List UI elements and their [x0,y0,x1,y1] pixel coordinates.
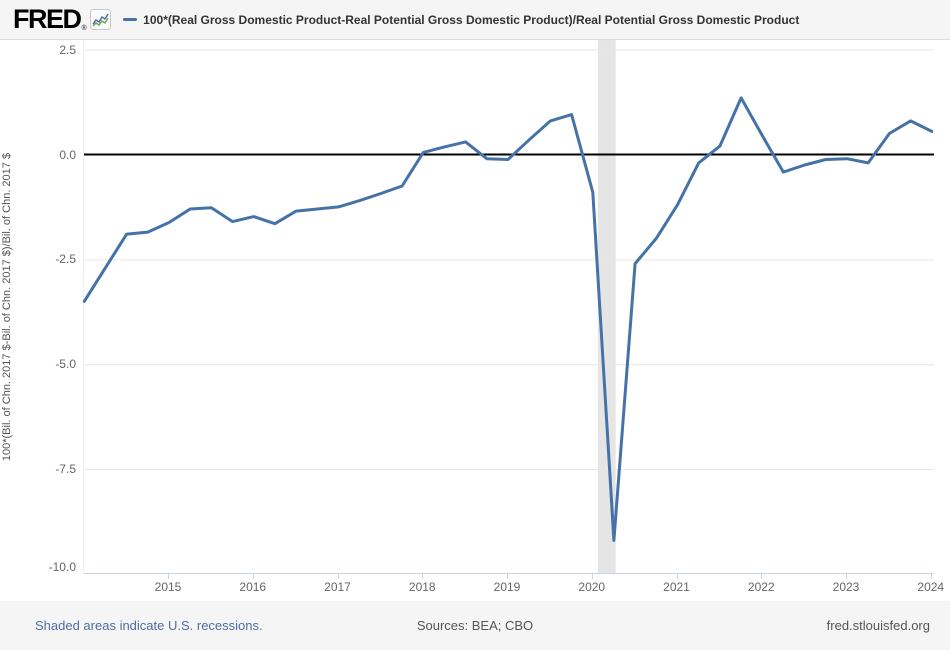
legend: 100*(Real Gross Domestic Product-Real Po… [123,13,799,27]
fred-url-text: fred.stlouisfed.org [826,618,930,633]
x-tick-mark [168,574,169,579]
graph-header: FRED ® 100*(Real Gross Domestic Product-… [0,0,950,40]
registered-trademark-icon: ® [81,25,87,32]
sources-text: Sources: BEA; CBO [416,618,534,633]
sparkline-chart-icon [90,9,112,30]
y-tick-label: -7.5 [55,462,76,477]
y-tick-label: -2.5 [55,252,76,267]
x-tick-label: 2018 [408,580,436,594]
x-tick-mark [507,574,508,579]
x-tick-mark [252,574,254,579]
x-tick-mark [761,574,763,579]
fred-logo[interactable]: FRED ® [13,4,87,34]
x-tick-label: 2021 [663,580,690,594]
recession-note-link[interactable]: Shaded areas indicate U.S. recessions. [35,618,263,633]
x-tick-mark [422,574,424,579]
x-tick-mark [337,574,339,579]
y-tick-label: -10.0 [48,560,76,574]
x-tick-label: 2016 [239,580,267,594]
fred-logo-text: FRED [13,4,82,34]
x-tick-mark [591,574,593,579]
x-tick-mark [846,574,847,579]
x-tick-label: 2024 [917,580,945,594]
x-tick-label: 2017 [324,580,351,594]
y-tick-label: 2.5 [59,42,76,57]
x-tick-mark [930,574,932,579]
y-tick-label: -5.0 [55,357,76,372]
x-tick-label: 2020 [578,580,606,594]
data-line-series [82,96,934,542]
plot-area[interactable] [82,40,934,574]
x-tick-mark [676,574,678,579]
legend-line-swatch [123,18,138,21]
chart-canvas [82,40,934,574]
x-tick-label: 2015 [154,580,182,594]
y-tick-label: 0.0 [59,147,76,162]
legend-series-title: 100*(Real Gross Domestic Product-Real Po… [143,12,800,27]
x-tick-label: 2019 [493,580,521,594]
recession-band [597,40,616,574]
x-tick-label: 2022 [747,580,775,594]
x-tick-label: 2023 [832,580,860,594]
graph-footer: Shaded areas indicate U.S. recessions. S… [0,601,950,650]
